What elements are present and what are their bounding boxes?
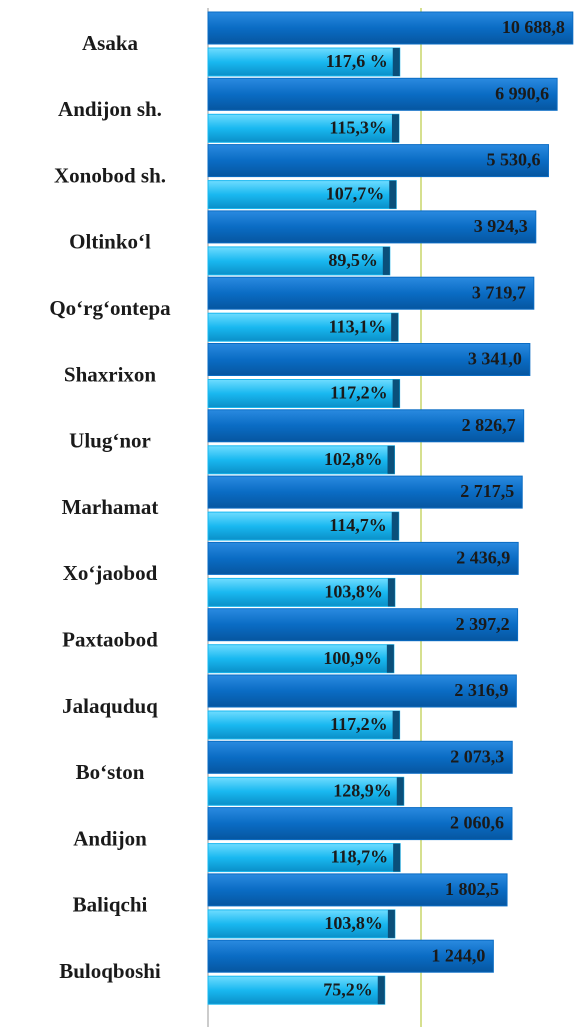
bar-cap xyxy=(392,48,400,76)
category-label: Jalaquduq xyxy=(62,694,158,718)
value-label: 2 316,9 xyxy=(454,680,508,700)
bar xyxy=(207,445,396,475)
category-label: Andijon sh. xyxy=(58,97,162,121)
bar xyxy=(207,843,401,873)
value-label: 118,7% xyxy=(331,847,389,867)
value-label: 3 341,0 xyxy=(468,349,522,369)
value-label: 2 397,2 xyxy=(456,614,510,634)
value-label: 6 990,6 xyxy=(495,83,549,103)
bar xyxy=(207,77,558,111)
bar xyxy=(207,975,386,1005)
bar xyxy=(207,939,494,973)
value-label: 103,8% xyxy=(324,913,383,933)
category-label: Ulug‘nor xyxy=(69,429,151,453)
category-label: Xo‘jaobod xyxy=(63,561,158,585)
value-label: 5 530,6 xyxy=(486,150,540,170)
value-label: 3 924,3 xyxy=(474,216,528,236)
value-label: 113,1% xyxy=(329,316,387,336)
bar xyxy=(207,710,401,740)
value-label: 10 688,8 xyxy=(502,17,565,37)
category-label: Xonobod sh. xyxy=(54,163,166,187)
bar xyxy=(207,210,537,244)
bar xyxy=(207,674,517,708)
bar xyxy=(207,577,396,607)
bar xyxy=(207,511,400,541)
category-label: Asaka xyxy=(82,31,139,55)
bar xyxy=(207,807,513,841)
bar xyxy=(207,776,405,806)
bar xyxy=(207,312,399,342)
bar-cap xyxy=(396,777,404,806)
value-label: 128,9% xyxy=(333,780,392,800)
bar xyxy=(207,276,535,310)
category-label: Baliqchi xyxy=(73,893,148,917)
bar-cap xyxy=(391,114,399,143)
value-label: 117,2% xyxy=(330,714,388,734)
category-label: Shaxrixon xyxy=(64,362,157,386)
bar-cap xyxy=(382,246,390,275)
value-label: 103,8% xyxy=(324,582,383,602)
value-label: 2 060,6 xyxy=(450,813,504,833)
bar xyxy=(207,873,508,907)
value-label: 2 073,3 xyxy=(450,746,504,766)
bar-cap xyxy=(392,379,400,408)
value-label: 114,7% xyxy=(329,515,387,535)
value-label: 2 717,5 xyxy=(460,481,514,501)
bar-cap xyxy=(387,578,395,607)
bar xyxy=(207,144,549,178)
bar-cap xyxy=(387,909,395,938)
bar-cap xyxy=(377,976,385,1005)
bar-cap xyxy=(391,313,399,342)
value-label: 100,9% xyxy=(323,648,382,668)
bar-cap xyxy=(393,843,401,872)
bar xyxy=(207,541,519,575)
bar xyxy=(207,11,574,45)
category-label: Buloqboshi xyxy=(59,959,161,983)
value-label: 2 826,7 xyxy=(462,415,516,435)
bar xyxy=(207,409,525,443)
bar xyxy=(207,740,513,774)
bar xyxy=(207,47,401,77)
value-label: 1 802,5 xyxy=(445,879,499,899)
bar xyxy=(207,379,401,408)
bar xyxy=(207,644,395,674)
bar-cap xyxy=(391,512,399,541)
category-label: Qo‘rg‘ontepa xyxy=(49,296,171,320)
value-label: 115,3% xyxy=(329,117,387,137)
bar-cap xyxy=(389,180,397,209)
bar-cap xyxy=(387,445,395,474)
value-label: 102,8% xyxy=(324,449,383,469)
value-label: 1 244,0 xyxy=(431,945,485,965)
category-label: Andijon xyxy=(73,826,147,850)
bar xyxy=(207,113,400,143)
category-label: Paxtaobod xyxy=(62,628,158,652)
value-label: 89,5% xyxy=(328,250,378,270)
bar-cap xyxy=(386,644,394,673)
value-label: 75,2% xyxy=(323,979,373,999)
bar-cap xyxy=(392,711,400,739)
value-label: 117,2% xyxy=(330,383,388,403)
bar xyxy=(207,246,391,276)
category-label: Oltinko‘l xyxy=(69,230,151,254)
value-label: 117,6 % xyxy=(326,51,388,71)
bar xyxy=(207,343,531,376)
value-label: 2 436,9 xyxy=(456,548,510,568)
bar xyxy=(207,608,519,642)
value-label: 107,7% xyxy=(326,184,385,204)
bar xyxy=(207,180,397,210)
category-label: Bo‘ston xyxy=(76,760,145,784)
value-label: 3 719,7 xyxy=(472,282,526,302)
bar xyxy=(207,475,523,509)
category-label: Marhamat xyxy=(62,495,159,519)
